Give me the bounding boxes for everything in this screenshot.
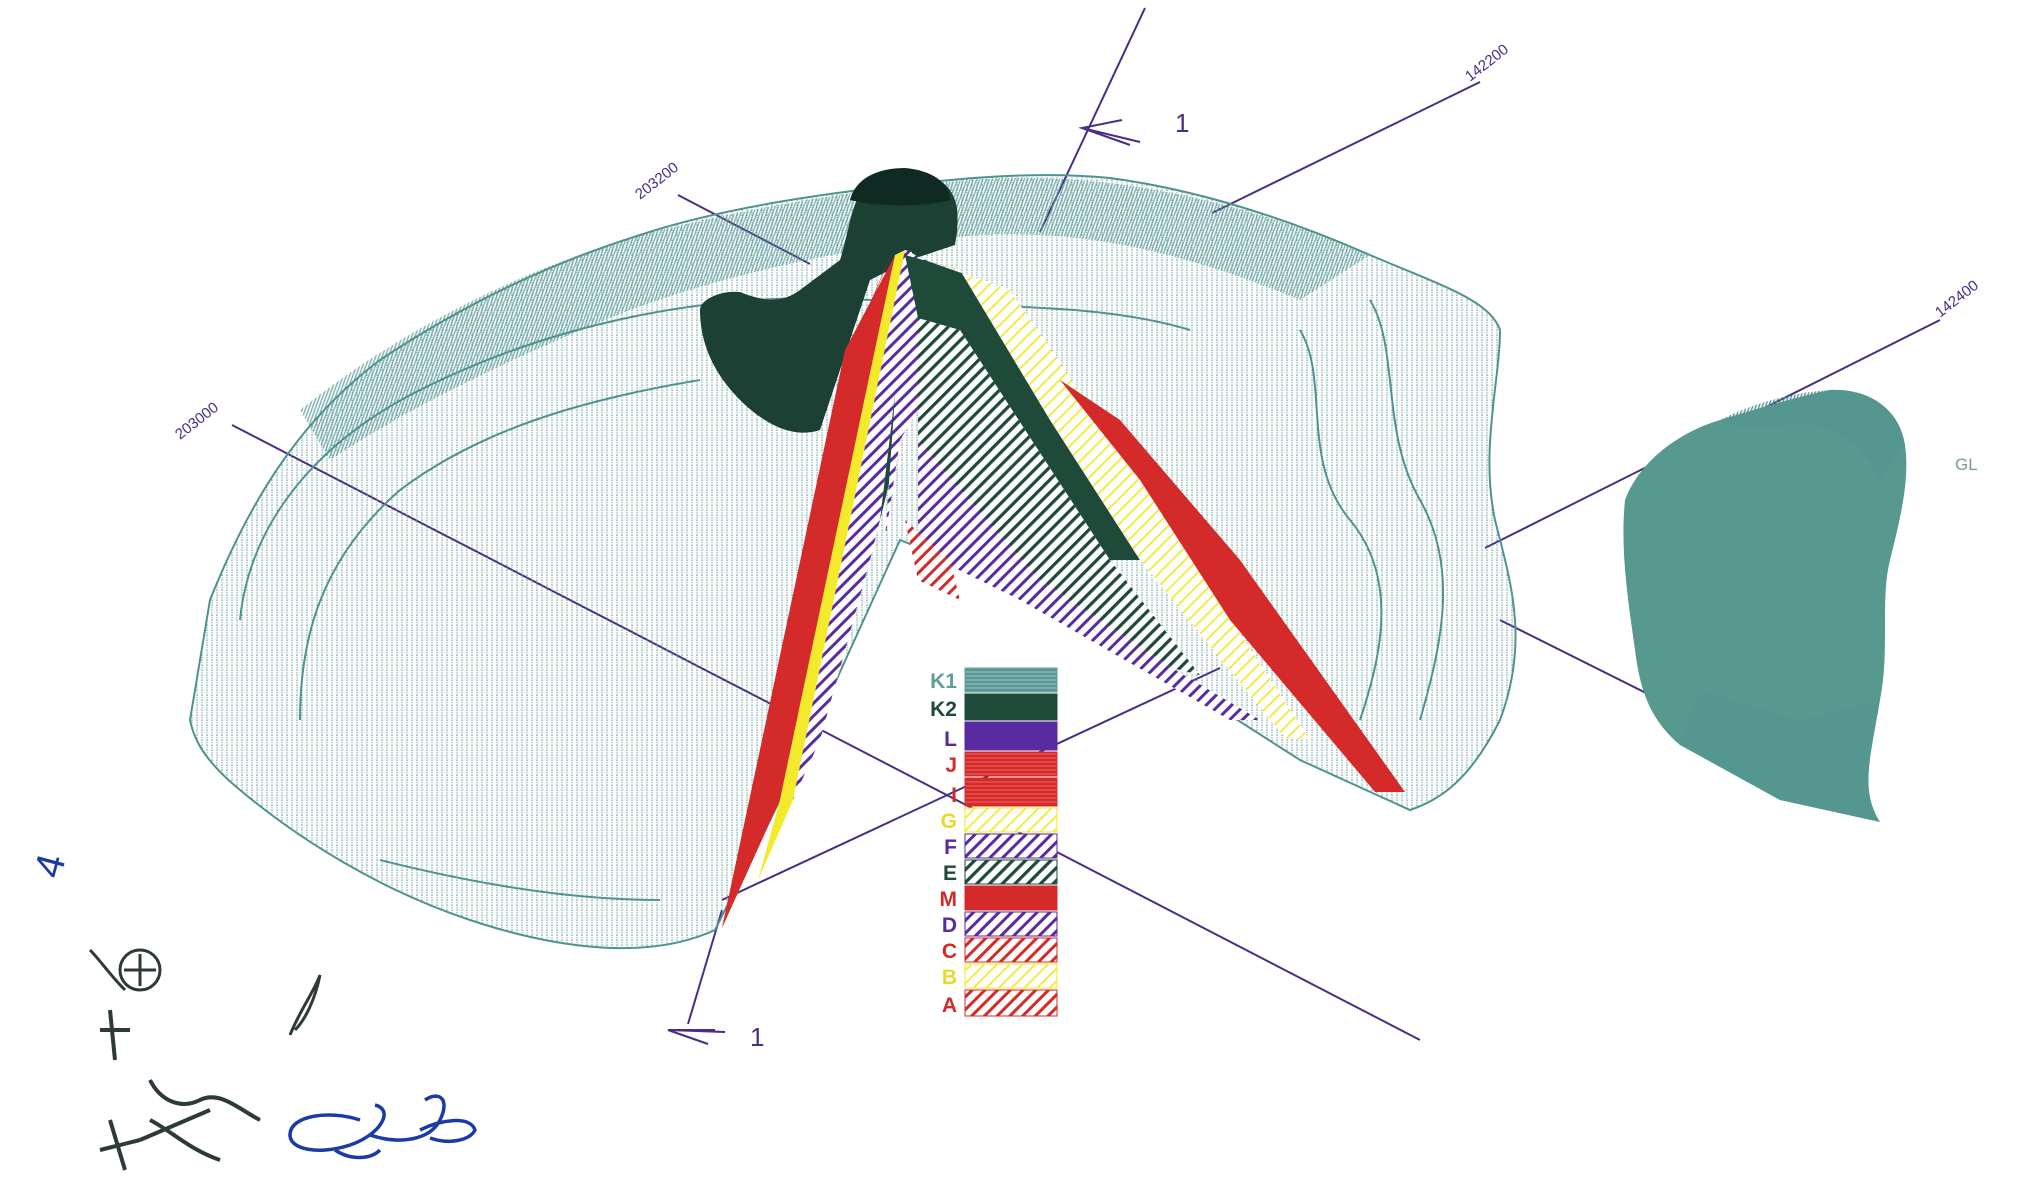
section-right-red-band	[1060, 380, 1405, 792]
section-right-green-solid	[905, 255, 1140, 560]
handwritten-marks: 4	[26, 849, 477, 1171]
legend-label-d: D	[942, 914, 957, 937]
legend-label-k1: K1	[930, 670, 957, 693]
coordinate-label-142200: 142200	[1462, 41, 1512, 85]
side-block-hole	[1900, 560, 1910, 612]
legend-label-c: C	[942, 940, 957, 963]
legend-label-l: L	[944, 728, 957, 751]
legend-label-k2: K2	[930, 698, 957, 721]
coordinate-label-142400: 142400	[1932, 277, 1982, 321]
side-block-face-mesh	[1680, 690, 1880, 822]
section-marker-bottom-label: 1	[750, 1022, 764, 1052]
coordinate-label-203200: 203200	[632, 159, 682, 203]
coordinate-label-203000: 203000	[172, 399, 222, 443]
section-arrow-bottom: 1	[667, 1022, 764, 1052]
handwritten-signature-blue	[288, 1094, 477, 1160]
legend-swatch-b	[964, 963, 1058, 989]
legend-swatch-k1	[964, 667, 1058, 693]
peak-top-k2	[850, 168, 950, 206]
legend-swatch-k2	[964, 693, 1058, 721]
legend-swatch-d	[964, 911, 1058, 937]
legend-swatch-j	[964, 751, 1058, 777]
handwritten-number: 4	[26, 849, 74, 882]
legend-label-f: F	[944, 836, 957, 859]
section-right-yellow-band	[930, 262, 1310, 740]
stamp-mark	[88, 948, 162, 992]
side-block-top-mesh	[1720, 389, 1905, 480]
mesh-contour-1	[239, 297, 1191, 621]
legend-label-i: I	[951, 784, 957, 807]
cross-section-right-wall	[885, 250, 1405, 792]
section-right-inner-red	[905, 520, 960, 600]
side-block-gl	[1623, 389, 1910, 822]
legend-swatch-g	[964, 807, 1058, 833]
section-left-yellow	[758, 250, 905, 880]
legend-swatch-e	[964, 859, 1058, 885]
section-right-green-band	[918, 318, 1200, 675]
handwritten-signature-dark	[99, 1009, 261, 1171]
section-left-purple	[793, 250, 912, 800]
legend-swatch-m	[964, 885, 1058, 911]
mesh-contour-5	[379, 859, 661, 901]
legend-label-m: M	[940, 888, 958, 911]
peak-body-k2	[700, 170, 958, 433]
section-marker-top-label: 1	[1175, 108, 1189, 138]
legend-swatch-a	[964, 989, 1058, 1017]
section-right-purple-band	[918, 440, 1260, 720]
legend-label-j: J	[945, 754, 957, 777]
mesh-contour-2	[299, 379, 701, 721]
side-block-label: GL	[1955, 455, 1978, 474]
legend-label-e: E	[943, 862, 957, 885]
section-arrow-top: 1	[1078, 108, 1189, 146]
legend-swatch-c	[964, 937, 1058, 963]
legend-swatch-i	[964, 777, 1058, 807]
legend-label-g: G	[941, 810, 957, 833]
mesh-contour-3	[1299, 329, 1383, 721]
legend-label-a: A	[942, 994, 957, 1017]
legend-swatch-f	[964, 833, 1058, 859]
handwritten-scribble-small	[288, 974, 322, 1036]
section-left-red-band	[722, 255, 895, 928]
mesh-contour-4	[1369, 299, 1445, 721]
axis-line-142200	[1211, 81, 1481, 214]
mesh-upper-band	[300, 177, 1370, 461]
legend-swatch-l	[964, 721, 1058, 751]
legend-label-b: B	[942, 966, 957, 989]
